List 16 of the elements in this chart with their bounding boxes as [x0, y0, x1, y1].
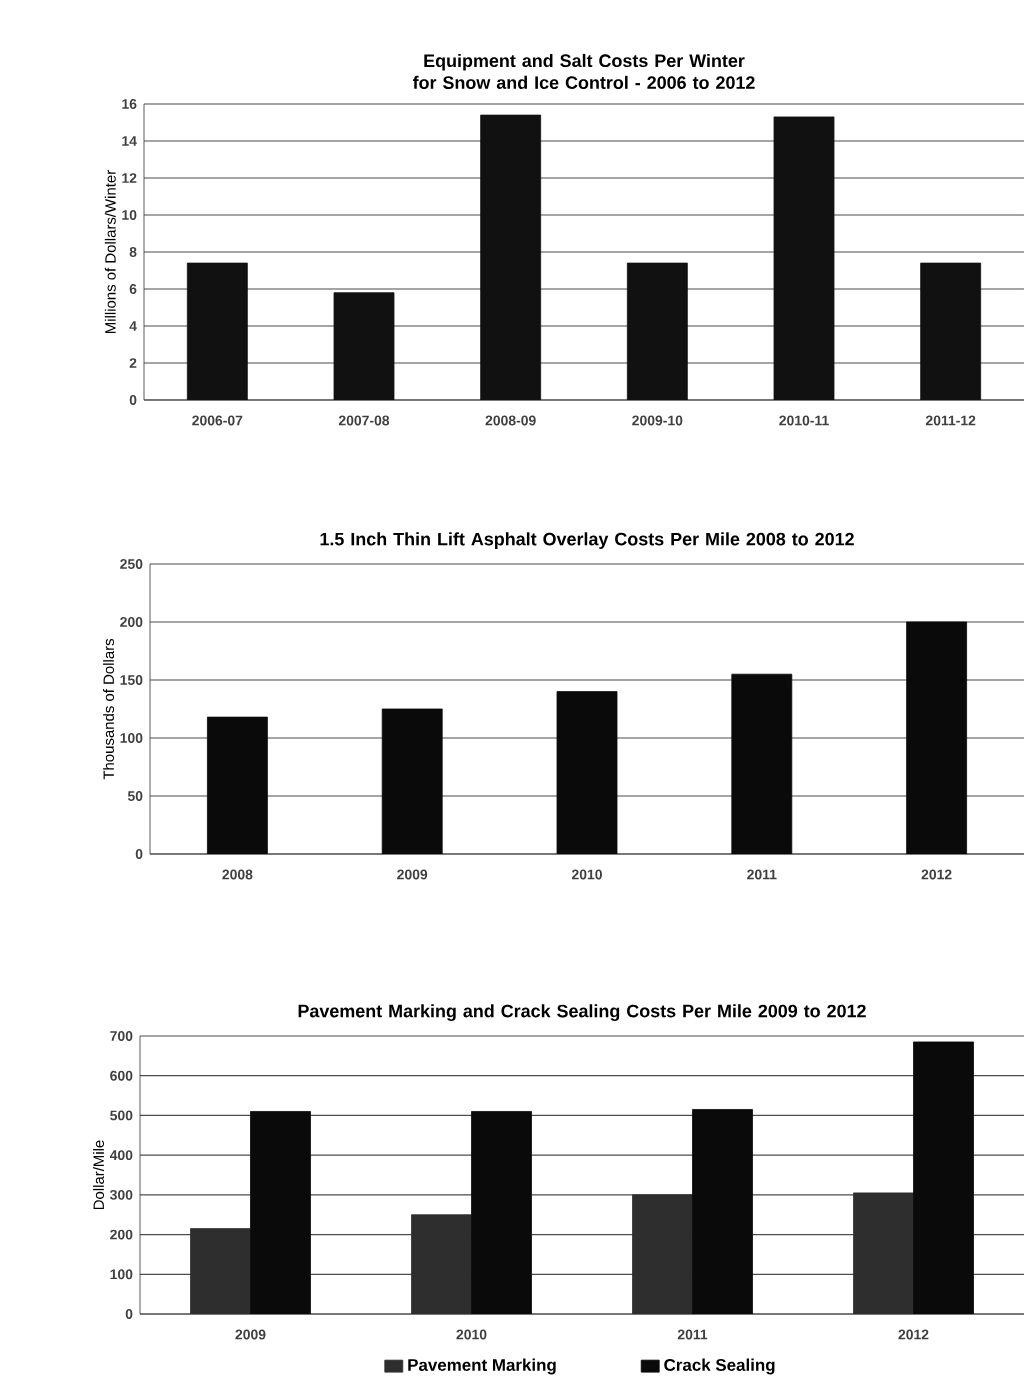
- bar: [333, 292, 395, 400]
- bar: [207, 716, 268, 854]
- bar: [381, 708, 443, 854]
- chart-title: Equipment and Salt Costs Per Winter for Snow and Ice Control - 2006 to 2012: [412, 53, 755, 89]
- legend-label: Crack Sealing: [664, 1358, 775, 1375]
- bar: [906, 621, 968, 854]
- bar: [186, 262, 248, 400]
- bar: [556, 691, 618, 854]
- bar: [731, 673, 793, 854]
- chart-title: 1.5 Inch Thin Lift Asphalt Overlay Costs Per Mile 2008 to 2012: [320, 532, 854, 549]
- bar: [480, 114, 542, 400]
- bar: [773, 116, 835, 400]
- bar: [920, 262, 982, 400]
- legend-label: Pavement Marking: [408, 1358, 556, 1375]
- bar: [626, 262, 688, 400]
- chart-title: Pavement Marking and Crack Sealing Costs Per Mile 2009 to 2012: [298, 1004, 866, 1022]
